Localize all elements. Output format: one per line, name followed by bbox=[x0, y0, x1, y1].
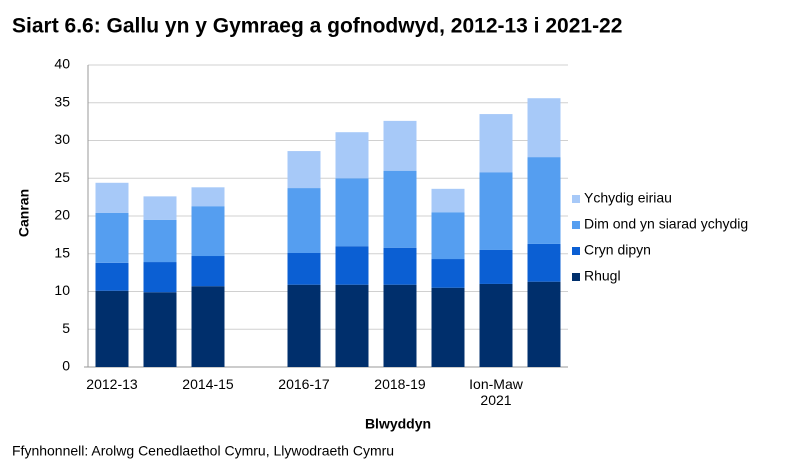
legend-label: Ychydig eiriau bbox=[584, 190, 672, 206]
x-tick-label: Ion-Maw 2021 bbox=[469, 376, 523, 408]
bar-segment bbox=[527, 157, 561, 244]
source-note: Ffynhonnell: Arolwg Cenedlaethol Cymru, … bbox=[12, 443, 394, 459]
bar-segment bbox=[95, 182, 129, 213]
y-tick-label: 0 bbox=[62, 358, 70, 374]
x-axis-label: Blwyddyn bbox=[365, 416, 431, 432]
bar-segment bbox=[335, 246, 369, 285]
y-tick-label: 25 bbox=[54, 169, 70, 185]
legend-swatch bbox=[572, 247, 580, 255]
bar-segment bbox=[335, 178, 369, 247]
legend-label: Cryn dipyn bbox=[584, 242, 651, 258]
y-tick-label: 35 bbox=[54, 93, 70, 109]
bar-segment bbox=[287, 188, 321, 253]
bar-segment bbox=[431, 259, 465, 288]
bar-segment bbox=[95, 262, 129, 291]
y-tick-label: 15 bbox=[54, 244, 70, 260]
legend-label: Rhugl bbox=[584, 268, 621, 284]
y-tick-label: 30 bbox=[54, 131, 70, 147]
bar-segment bbox=[95, 212, 129, 263]
bar-segment bbox=[383, 247, 417, 285]
bar-segment bbox=[383, 120, 417, 171]
bar-segment bbox=[95, 290, 129, 367]
bar-segment bbox=[383, 170, 417, 248]
y-axis-label: Canran bbox=[16, 189, 32, 237]
bar-segment bbox=[287, 151, 321, 189]
x-tick-label: 2012-13 bbox=[86, 376, 138, 392]
bar-segment bbox=[431, 188, 465, 213]
bar-segment bbox=[527, 281, 561, 367]
bar-segment bbox=[191, 206, 225, 257]
y-tick-label: 10 bbox=[54, 282, 70, 298]
bar-segment bbox=[335, 132, 369, 179]
bar-segment bbox=[143, 219, 177, 263]
legend-swatch bbox=[572, 221, 580, 229]
bar-segment bbox=[479, 114, 513, 173]
bar-segment bbox=[431, 287, 465, 367]
bar-segment bbox=[191, 187, 225, 207]
bar-segment bbox=[191, 256, 225, 287]
bar-segment bbox=[143, 196, 177, 220]
chart-title: Siart 6.6: Gallu yn y Gymraeg a gofnodwy… bbox=[12, 15, 622, 38]
legend-swatch bbox=[572, 273, 580, 281]
legend-swatch bbox=[572, 195, 580, 203]
bar-segment bbox=[479, 249, 513, 284]
x-tick-label: 2018-19 bbox=[374, 376, 426, 392]
y-tick-label: 5 bbox=[62, 320, 70, 336]
bar-segment bbox=[431, 212, 465, 260]
y-tick-label: 20 bbox=[54, 207, 70, 223]
bar-segment bbox=[287, 252, 321, 285]
bar-segment bbox=[191, 286, 225, 367]
bar-segment bbox=[479, 172, 513, 250]
bar-segment bbox=[335, 284, 369, 367]
x-tick-label: 2014-15 bbox=[182, 376, 234, 392]
bar-segment bbox=[527, 98, 561, 158]
x-tick-label: 2016-17 bbox=[278, 376, 330, 392]
bar-segment bbox=[383, 284, 417, 367]
y-tick-label: 40 bbox=[54, 56, 70, 72]
legend-label: Dim ond yn siarad ychydig bbox=[584, 216, 748, 232]
bar-segment bbox=[287, 284, 321, 367]
bar-segment bbox=[143, 292, 177, 367]
bar-segment bbox=[527, 243, 561, 282]
bar-segment bbox=[479, 283, 513, 367]
bar-segment bbox=[143, 262, 177, 293]
